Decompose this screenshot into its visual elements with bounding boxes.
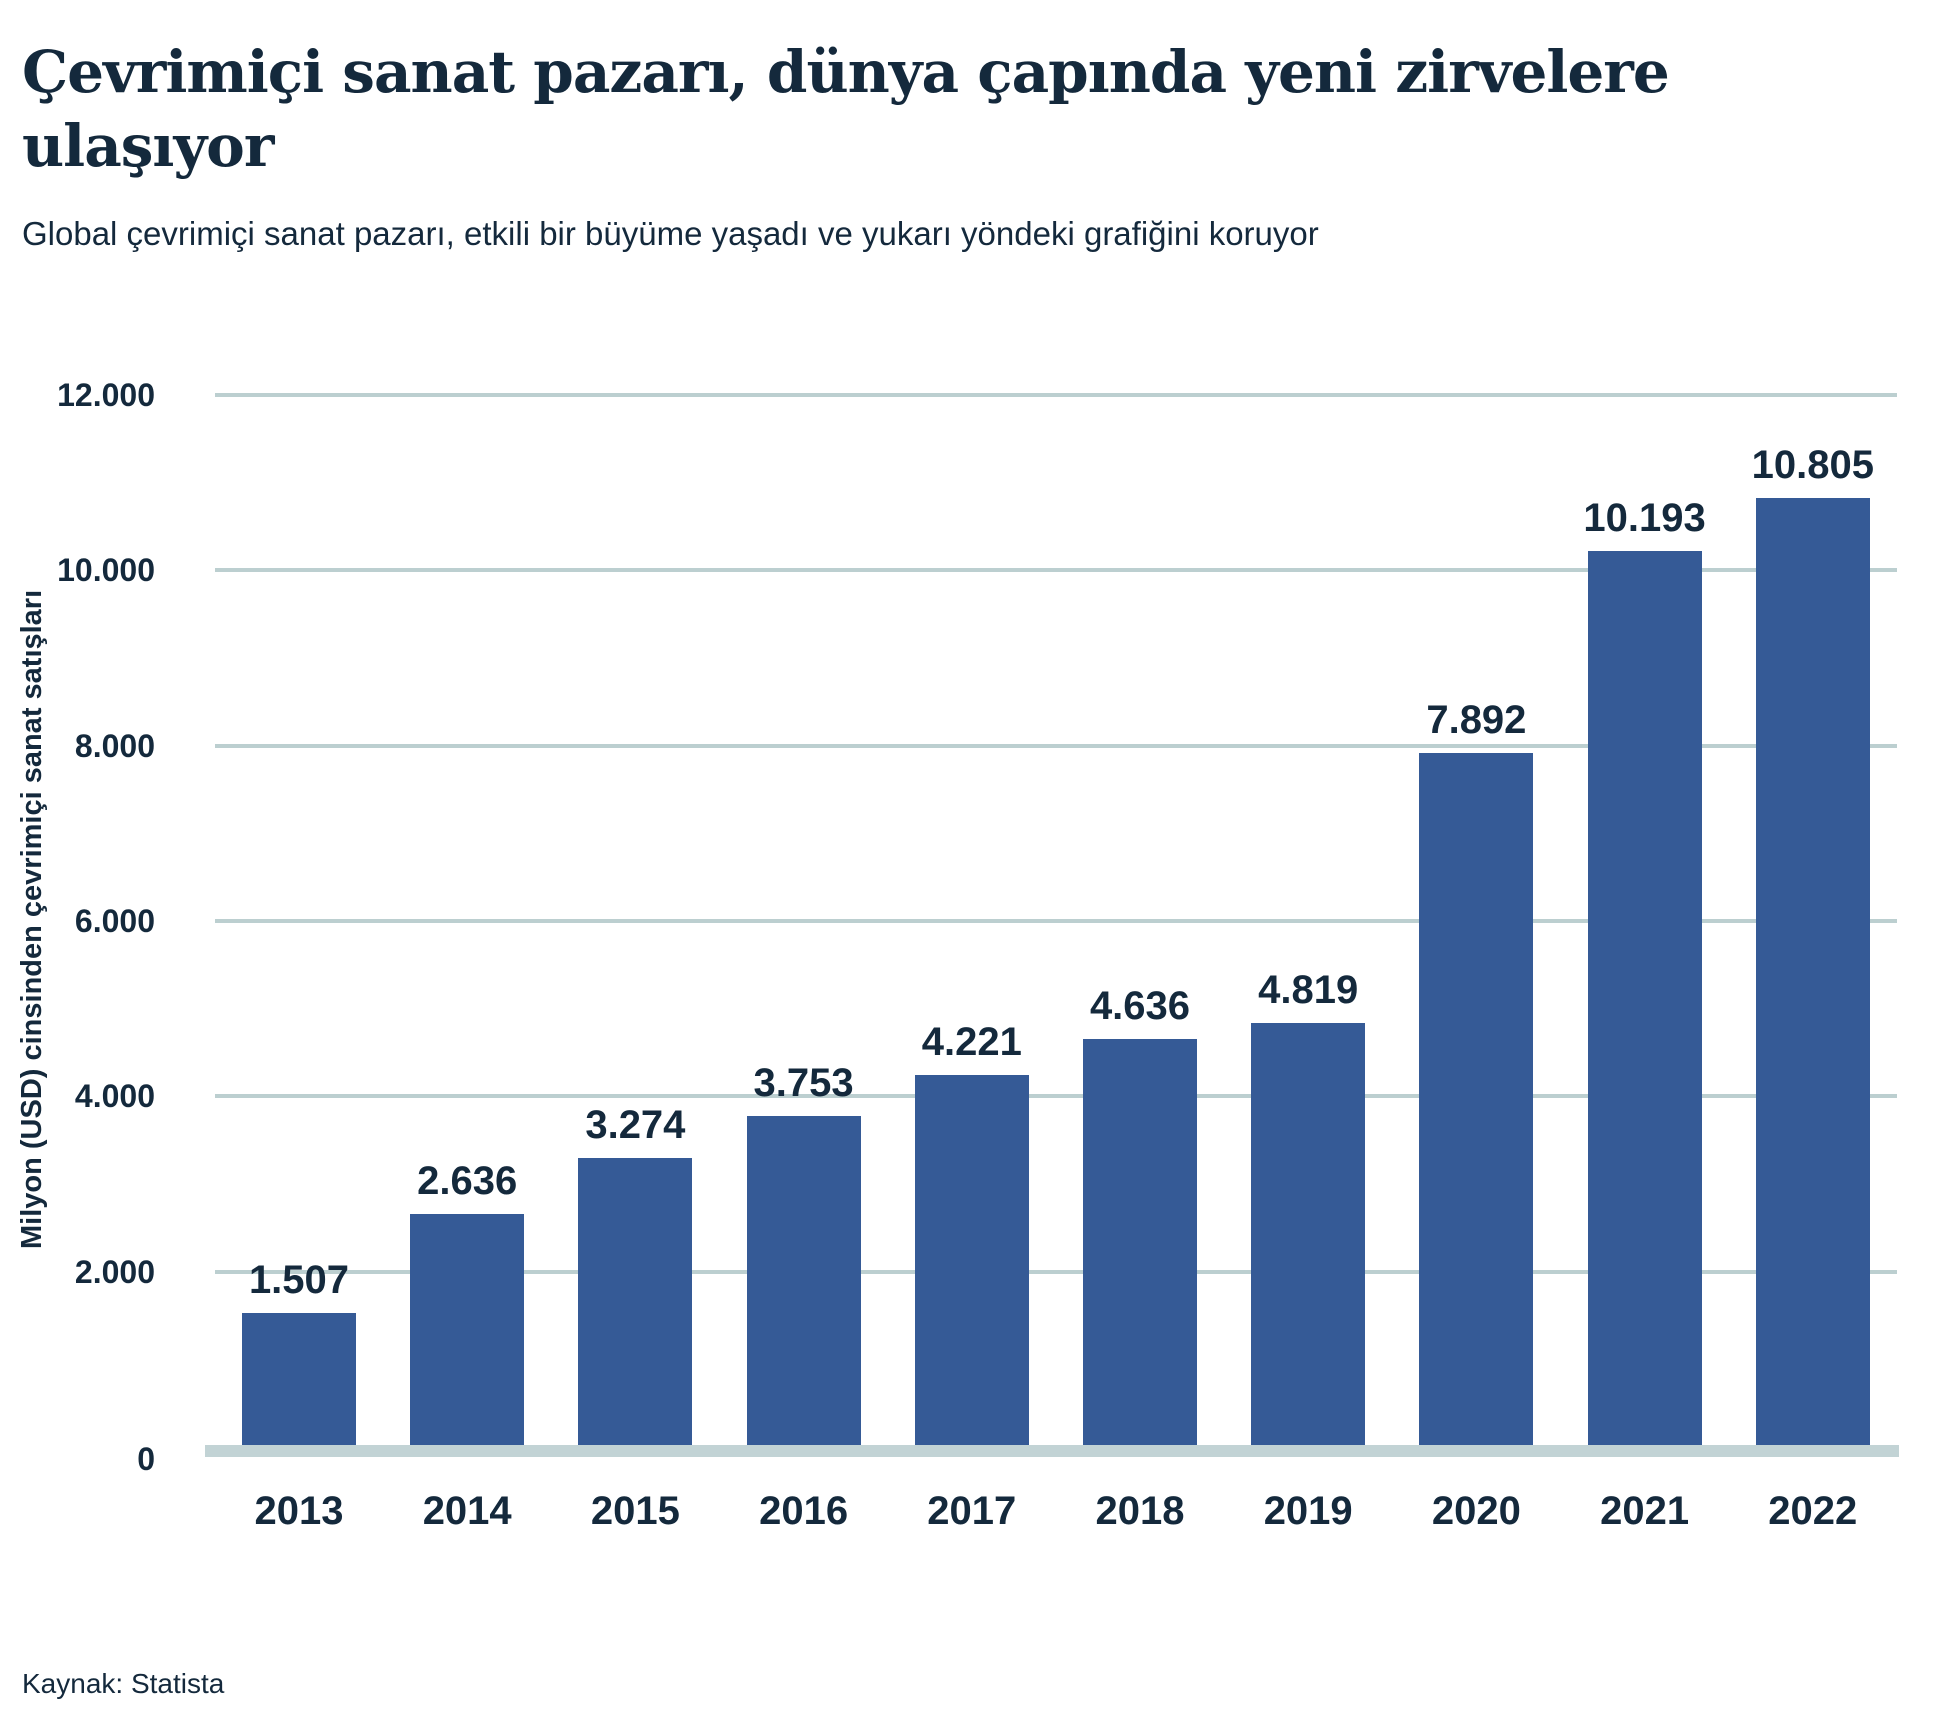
y-tick-label: 12.000 [57, 377, 155, 413]
bar-group: 10.805 [1729, 393, 1897, 1445]
bar-value-label: 2.636 [417, 1158, 518, 1203]
bar-value-label: 3.274 [585, 1102, 686, 1147]
gridline [215, 743, 1897, 748]
x-tick-label: 2014 [422, 1489, 512, 1533]
bar-value-label: 1.507 [248, 1257, 350, 1302]
bar-value-label: 4.636 [1089, 983, 1191, 1028]
bar-value-label: 7.892 [1426, 698, 1527, 743]
x-tick-label: 2018 [1095, 1489, 1185, 1533]
bar [1419, 753, 1534, 1445]
gridline [215, 1269, 1897, 1274]
bar [242, 1312, 356, 1445]
y-tick-label: 10.000 [57, 552, 155, 589]
page-title: Çevrimiçi sanat pazarı, dünya çapında ye… [22, 37, 1670, 181]
bar [1587, 551, 1702, 1445]
plot-area: 0 2.000 4.000 6.000 8.000 10.000 12.000 1.507 2.… [57, 377, 1899, 1477]
bar [1755, 497, 1870, 1445]
bar-group: 2.636 [383, 393, 551, 1445]
x-tick-label: 2020 [1431, 1489, 1521, 1533]
bar [746, 1116, 861, 1445]
bar-group: 10.193 [1561, 393, 1729, 1445]
x-tick-label: 2015 [590, 1489, 680, 1533]
source-note: Kaynak: Statista [22, 1668, 225, 1699]
x-tick-label: 2017 [927, 1489, 1017, 1533]
y-tick-label: 8.000 [74, 727, 155, 764]
x-axis-labels: 2013 2014 2015 2016 2017 2018 2019 2020 2021 2022 [215, 1489, 1897, 1539]
bar-group: 4.636 [1056, 393, 1224, 1445]
y-tick-label: 0 [137, 1441, 155, 1477]
gridline [215, 393, 1897, 397]
bar-group: 7.892 [1392, 393, 1560, 1445]
bar [410, 1213, 525, 1445]
x-tick-label: 2013 [254, 1489, 344, 1533]
x-tick-label: 2021 [1600, 1489, 1690, 1533]
gridline [215, 1094, 1897, 1099]
x-tick-label: 2019 [1263, 1489, 1353, 1533]
bar-group: 3.753 [720, 393, 888, 1445]
y-tick-label: 6.000 [74, 903, 155, 939]
x-tick-label: 2022 [1768, 1489, 1858, 1533]
bar [1251, 1022, 1366, 1445]
bar-group: 4.819 [1224, 393, 1392, 1445]
gridline [215, 919, 1897, 923]
bar-value-label: 4.221 [921, 1019, 1022, 1064]
bar-value-label: 10.805 [1751, 442, 1874, 487]
bar-group: 1.507 [215, 393, 383, 1445]
bar [914, 1074, 1029, 1445]
page-subtitle: Global çevrimiçi sanat pazarı, etkili bi… [22, 215, 1319, 252]
bar-group: 3.274 [551, 393, 719, 1445]
bar-value-label: 3.753 [753, 1061, 854, 1105]
x-axis-baseline [205, 1445, 1899, 1457]
x-tick-label: 2016 [759, 1489, 849, 1533]
bar [1083, 1038, 1197, 1445]
y-tick-label: 4.000 [74, 1078, 155, 1115]
y-tick-label: 2.000 [74, 1253, 155, 1290]
bar-group: 4.221 [888, 393, 1056, 1445]
bar [578, 1157, 693, 1445]
gridline [215, 568, 1897, 573]
bar-value-label: 10.193 [1583, 496, 1706, 541]
bar-value-label: 4.819 [1258, 967, 1359, 1012]
